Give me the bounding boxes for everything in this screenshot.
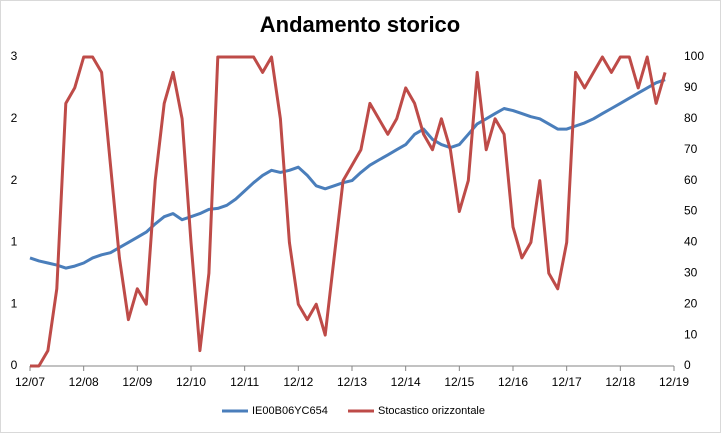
- y2-tick-label: 20: [684, 296, 698, 310]
- x-tick-label: 12/17: [552, 375, 582, 389]
- y-tick-label: 1: [11, 296, 18, 310]
- x-tick-label: 12/15: [444, 375, 474, 389]
- y2-tick-label: 0: [684, 358, 691, 372]
- y2-tick-label: 50: [684, 204, 698, 218]
- x-tick-label: 12/16: [498, 375, 528, 389]
- y2-tick-label: 30: [684, 265, 698, 279]
- y-tick-label: 3: [11, 49, 18, 63]
- y-tick-label: 2: [11, 173, 18, 187]
- series-line: [29, 78, 666, 270]
- x-tick-label: 12/07: [15, 375, 45, 389]
- y2-tick-label: 90: [684, 80, 698, 94]
- y-tick-label: 2: [11, 111, 18, 125]
- x-tick-label: 12/13: [337, 375, 367, 389]
- x-tick-label: 12/11: [230, 375, 259, 389]
- x-tick-label: 12/14: [391, 375, 421, 389]
- legend-label: IE00B06YC654: [252, 405, 328, 417]
- y2-tick-label: 10: [684, 327, 698, 341]
- y2-tick-label: 60: [684, 173, 698, 187]
- x-tick-label: 12/19: [659, 375, 689, 389]
- y2-tick-label: 40: [684, 235, 698, 249]
- legend-label: Stocastico orizzontale: [378, 405, 485, 417]
- x-tick-label: 12/12: [283, 375, 313, 389]
- y2-tick-label: 70: [684, 142, 698, 156]
- x-tick-label: 12/08: [69, 375, 99, 389]
- series-line: [30, 55, 667, 368]
- y2-tick-label: 80: [684, 111, 698, 125]
- y-tick-label: 1: [11, 235, 18, 249]
- x-tick-label: 12/09: [122, 375, 152, 389]
- chart-title: Andamento storico: [260, 12, 460, 37]
- y2-tick-label: 100: [684, 49, 704, 63]
- x-tick-label: 12/18: [605, 375, 635, 389]
- y-tick-label: 0: [11, 358, 18, 372]
- x-tick-label: 12/10: [176, 375, 206, 389]
